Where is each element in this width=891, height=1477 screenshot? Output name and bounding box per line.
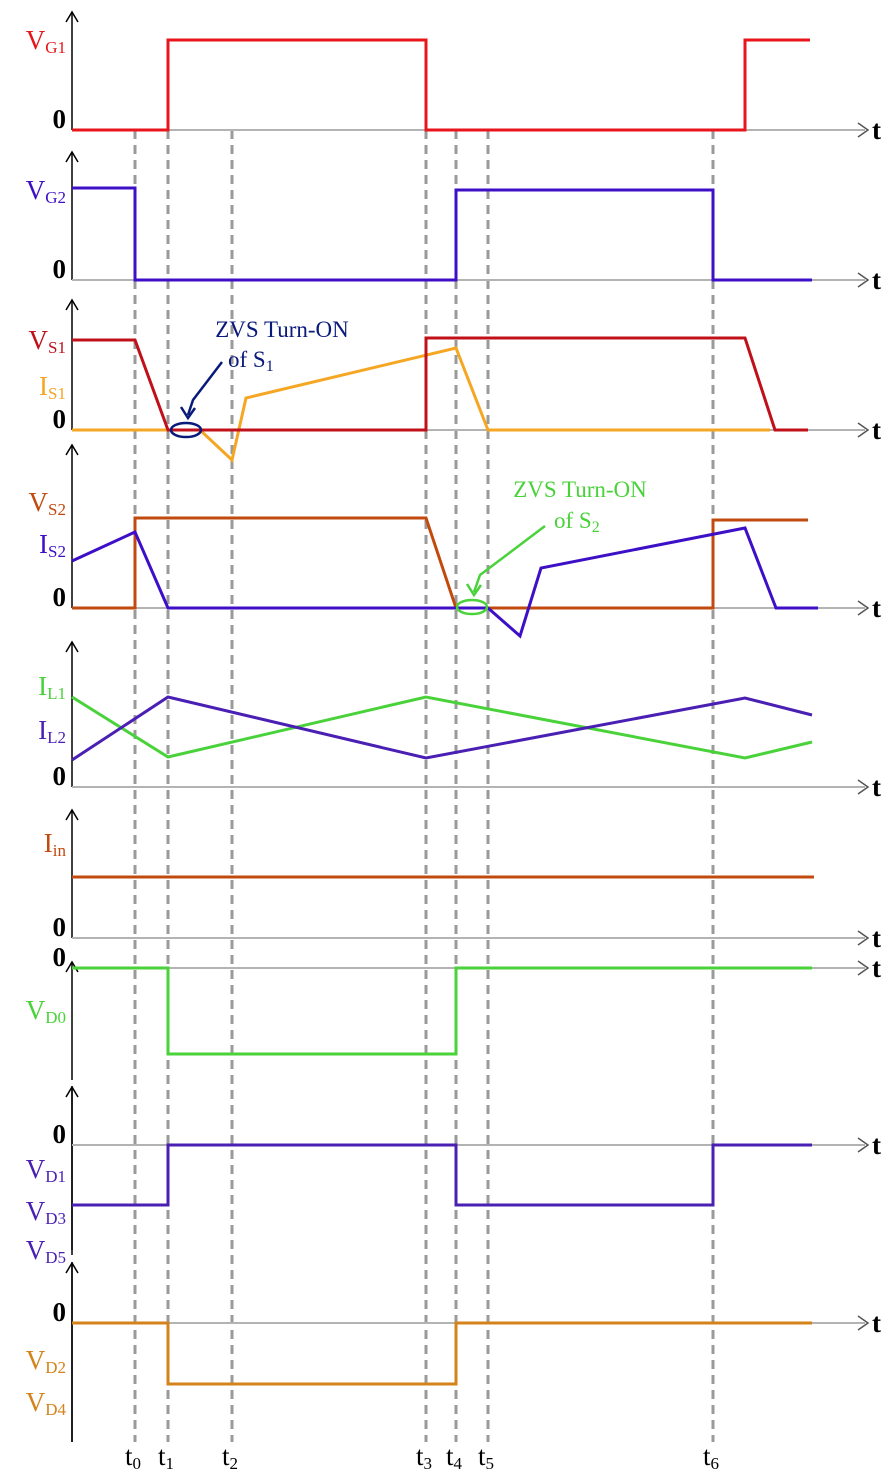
zvs-s1-arrow	[186, 361, 223, 416]
time-axis-label: t	[872, 415, 881, 445]
zvs-s1-line1: ZVS Turn-ON	[215, 317, 349, 342]
time-axis-label: t	[872, 593, 881, 623]
time-axis-arrow	[857, 272, 870, 288]
label-vg2-0: VG2	[26, 175, 66, 207]
label-vd24-1: VD4	[26, 1387, 67, 1419]
zvs-s2-ellipse	[455, 598, 489, 616]
time-axis-label: t	[872, 923, 881, 953]
zvs-s1-arrowhead	[179, 406, 197, 421]
vd24-waveform	[72, 1321, 812, 1386]
label-il-1: IL2	[38, 715, 66, 747]
time-axis-label: t	[872, 1130, 881, 1160]
y-axis-arrow	[65, 298, 79, 311]
label-vg1-0: VG1	[26, 25, 66, 57]
axes	[65, 10, 870, 1442]
y-axis-arrow	[65, 1085, 79, 1098]
label-vd24-0: VD2	[26, 1345, 66, 1377]
time-marker-label-t6: t6	[703, 1441, 719, 1473]
y-axis-arrow	[65, 10, 79, 23]
time-marker-label-t2: t2	[222, 1441, 238, 1473]
signal-labels: VG1 VG2 VS1 IS1 VS2 IS2 IL1 IL2 Iin VD0 VD1 VD3 VD5 V…	[26, 25, 67, 1419]
il1-waveform	[71, 695, 813, 760]
vd135-waveform	[72, 1143, 812, 1207]
time-axis-arrow	[857, 1315, 870, 1331]
zero-label: 0	[53, 254, 67, 284]
zvs-s2-line2: of S2	[554, 508, 600, 536]
time-axis-arrow	[857, 422, 870, 438]
vd0-waveform	[72, 966, 812, 1056]
vs1-waveform	[72, 336, 808, 432]
time-marker-label-t1: t1	[158, 1441, 174, 1473]
zero-label: 0	[53, 1297, 67, 1327]
y-axis-arrow	[65, 1261, 79, 1274]
label-vd135-1: VD3	[26, 1196, 66, 1228]
is1-waveform	[72, 346, 770, 463]
zero-label: 0	[53, 582, 67, 612]
time-axis-arrow	[857, 1137, 870, 1153]
il2-waveform	[71, 695, 813, 762]
time-axis-arrow	[857, 930, 870, 946]
label-s2-0: VS2	[29, 487, 66, 519]
is2-waveform	[71, 526, 818, 639]
zero-label: 0	[53, 404, 67, 434]
time-axis-label: t	[872, 772, 881, 802]
time-axis-label: t	[872, 1308, 881, 1338]
zero-label: 0	[53, 1119, 67, 1149]
zero-label: 0	[53, 761, 67, 791]
waveforms	[71, 38, 818, 1386]
label-s1-1: IS1	[39, 371, 66, 403]
zero-label: 0	[53, 104, 67, 134]
zero-label: 0	[53, 912, 67, 942]
label-vd0-0: VD0	[26, 995, 66, 1027]
zvs-annotations: ZVS Turn-ON of S1 ZVS Turn-ON of S2	[169, 317, 647, 616]
time-axis-label: t	[872, 953, 881, 983]
label-vd135-0: VD1	[26, 1154, 66, 1186]
label-s2-1: IS2	[39, 529, 66, 561]
zvs-s2-arrowhead	[465, 583, 483, 598]
time-axis-arrow	[857, 779, 870, 795]
zero-label: 0	[53, 942, 67, 972]
zvs-s1-line2: of S1	[228, 347, 274, 375]
time-axis-arrow	[857, 600, 870, 616]
time-marker-label-t4: t4	[446, 1441, 463, 1473]
time-axis-arrow	[857, 122, 870, 138]
y-axis-arrow	[65, 443, 79, 456]
zvs-s1-ellipse	[169, 421, 203, 439]
label-s1-0: VS1	[29, 325, 66, 357]
time-marker-label-t0: t0	[125, 1441, 141, 1473]
time-axis-arrow	[857, 960, 870, 976]
vs2-waveform	[72, 516, 808, 610]
y-axis-arrow	[65, 808, 79, 821]
label-il-0: IL1	[38, 671, 66, 703]
time-marker-labels: t0 t1 t2 t3 t4 t5 t6	[125, 1441, 719, 1473]
label-vd135-2: VD5	[26, 1235, 66, 1267]
zvs-s2-line1: ZVS Turn-ON	[513, 477, 647, 502]
time-axis-label: t	[872, 115, 881, 145]
time-axis-label: t	[872, 265, 881, 295]
time-marker-label-t5: t5	[478, 1441, 494, 1473]
label-iin-0: Iin	[44, 828, 67, 860]
zvs-s2-arrow	[472, 525, 546, 593]
vg1-waveform	[72, 38, 810, 132]
time-marker-label-t3: t3	[416, 1441, 432, 1473]
vg2-waveform	[72, 186, 812, 282]
y-axis-arrow	[65, 150, 79, 163]
y-axis-arrow	[65, 640, 79, 653]
